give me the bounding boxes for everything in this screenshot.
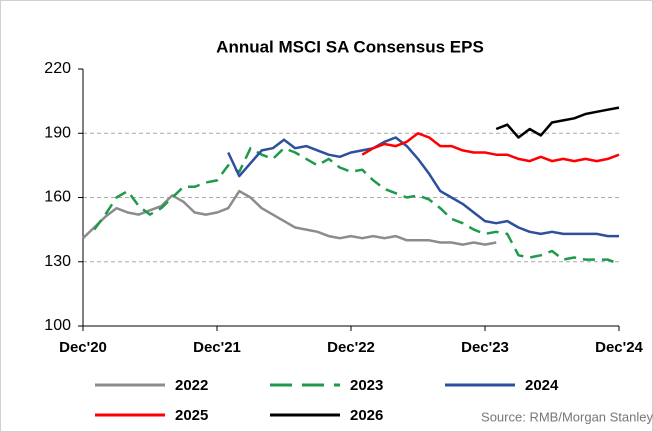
y-tick-label: 190 bbox=[44, 124, 71, 141]
legend-label: 2022 bbox=[175, 377, 208, 394]
legend-label: 2026 bbox=[350, 407, 383, 424]
legend-label: 2025 bbox=[175, 407, 208, 424]
source-note: Source: RMB/Morgan Stanley bbox=[481, 409, 653, 424]
x-tick-label: Dec'20 bbox=[59, 339, 107, 356]
x-tick-label: Dec'23 bbox=[461, 339, 509, 356]
series-line bbox=[495, 106, 620, 139]
y-tick-label: 130 bbox=[44, 253, 71, 270]
series-line bbox=[361, 132, 620, 163]
chart-title: Annual MSCI SA Consensus EPS bbox=[216, 37, 484, 56]
series-line bbox=[227, 136, 619, 238]
x-tick-label: Dec'22 bbox=[327, 339, 375, 356]
series-line bbox=[93, 146, 620, 266]
x-tick-label: Dec'24 bbox=[595, 339, 643, 356]
x-tick-label: Dec'21 bbox=[193, 339, 241, 356]
series-line bbox=[82, 189, 497, 246]
y-tick-label: 100 bbox=[44, 317, 71, 334]
y-tick-label: 220 bbox=[44, 60, 71, 77]
legend-label: 2023 bbox=[350, 377, 383, 394]
y-tick-label: 160 bbox=[44, 189, 71, 206]
legend-label: 2024 bbox=[525, 377, 559, 394]
